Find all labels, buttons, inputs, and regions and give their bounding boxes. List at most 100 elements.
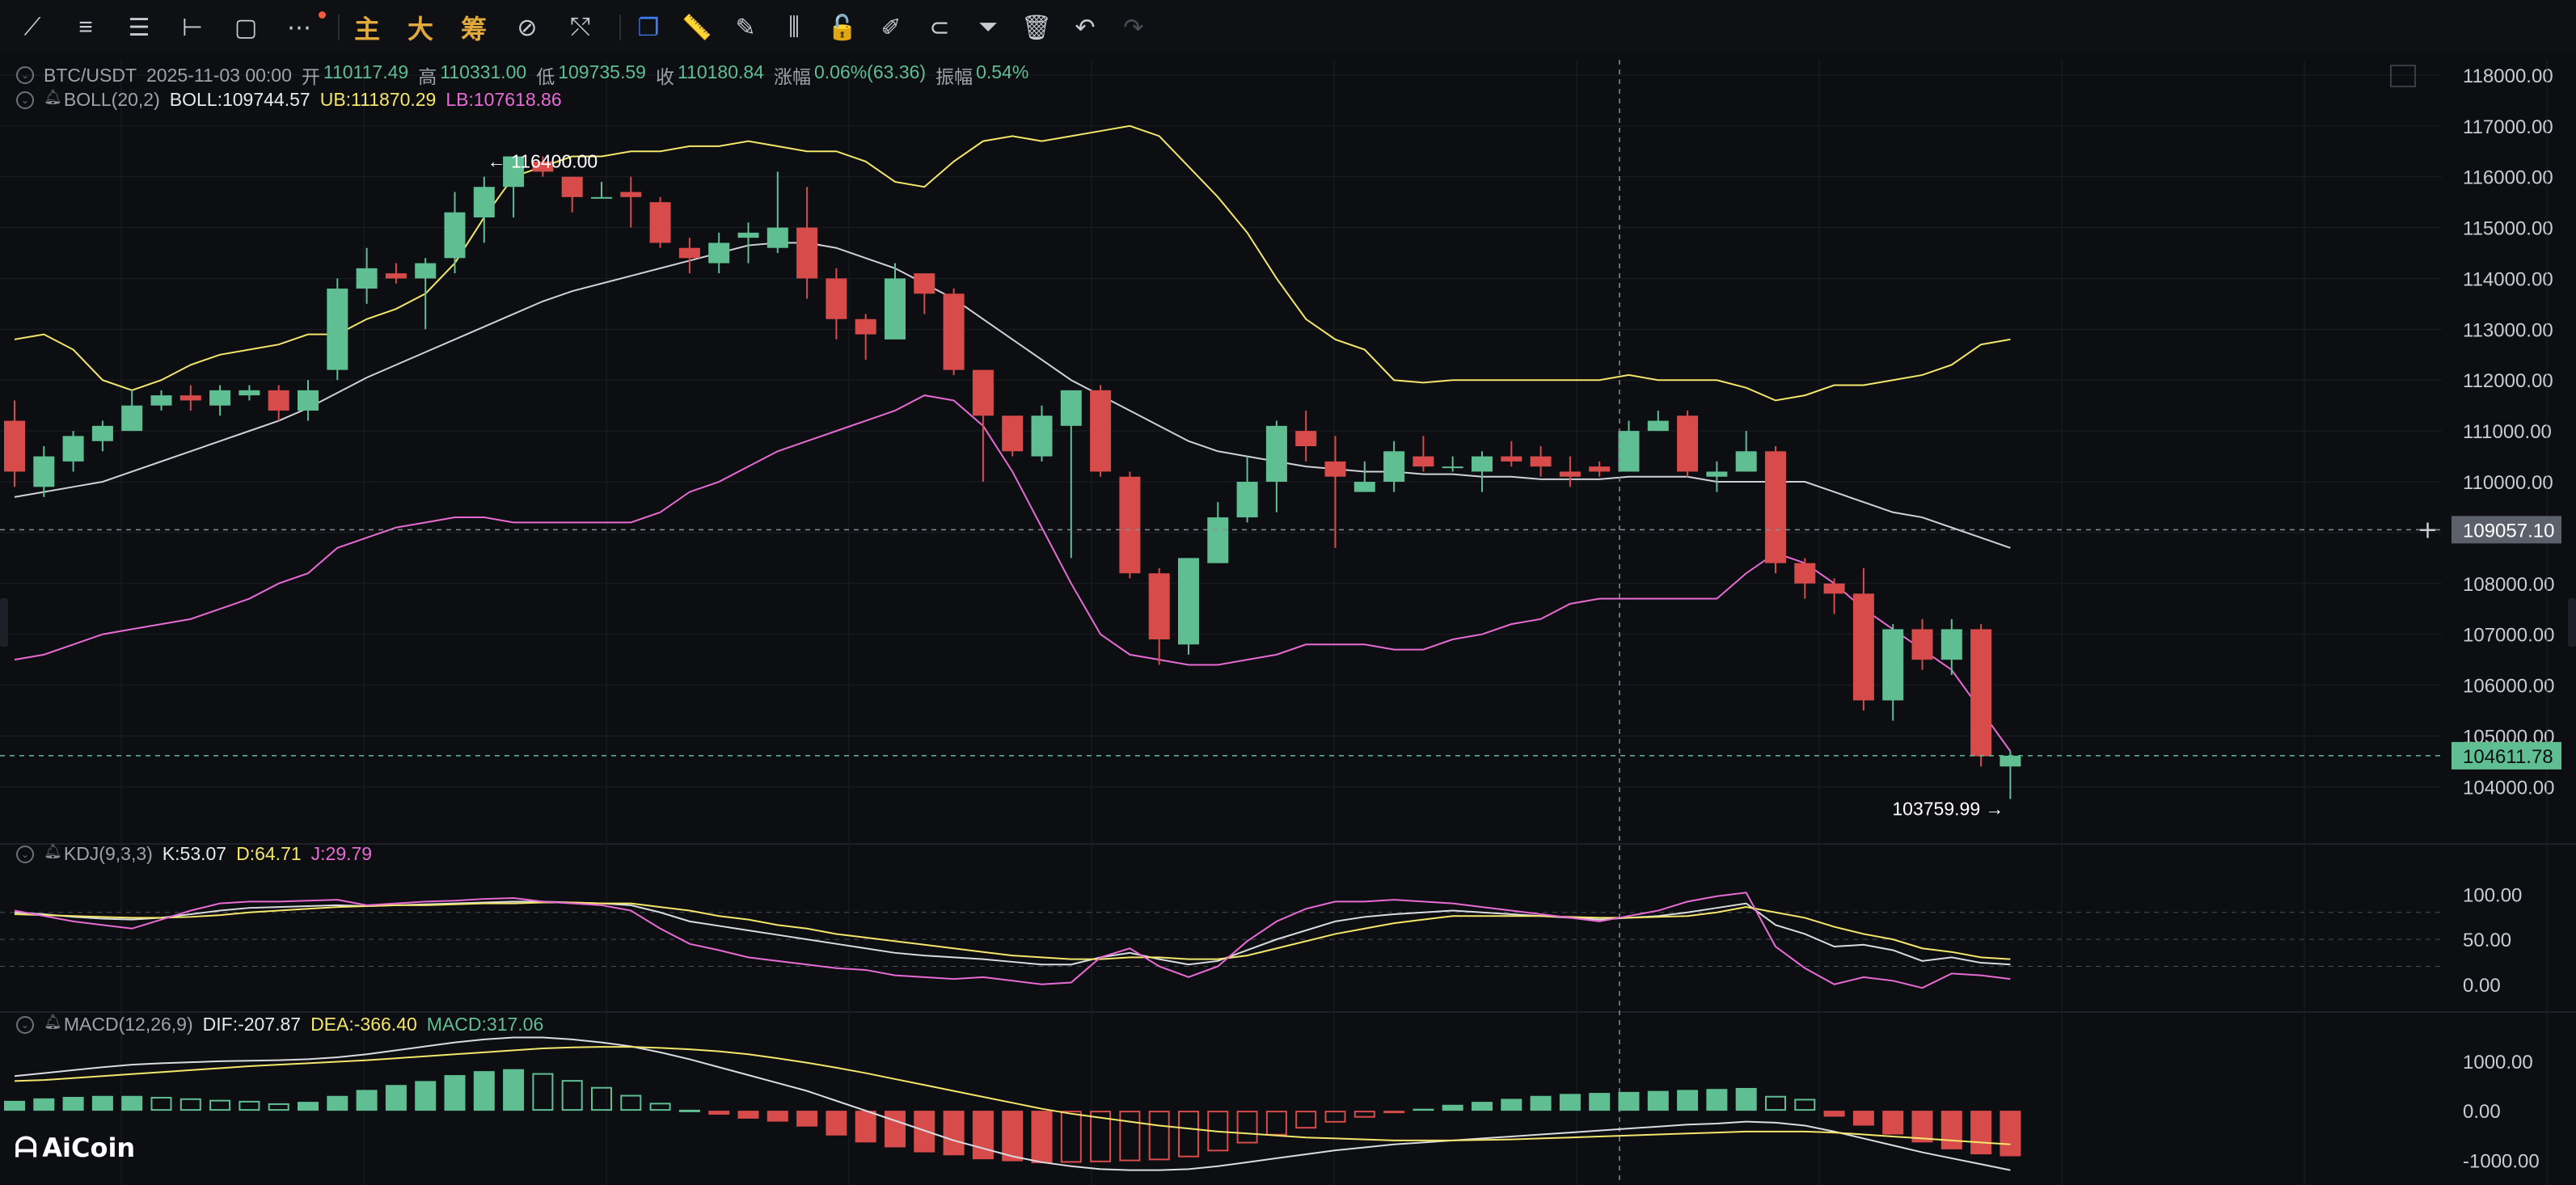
collapse-icon[interactable]: ⌄ (16, 845, 34, 863)
boll-name: BOLL(20,2) (63, 89, 160, 110)
pen-icon[interactable]: ✎ (735, 14, 756, 41)
macd-bar (33, 1098, 55, 1111)
indicator-icon[interactable]: ⊘ (517, 14, 538, 41)
candle-body (1677, 415, 1699, 472)
candle-body (885, 278, 906, 339)
macd-bar (1353, 1111, 1375, 1118)
toolbar-divider (619, 15, 621, 40)
tab-1[interactable]: 大 (407, 15, 433, 44)
redo-icon[interactable]: ↷ (1123, 14, 1144, 41)
filter-icon[interactable]: ⏷ (978, 14, 998, 40)
candle-body (385, 273, 407, 279)
y-tick-label: 112000.00 (2463, 370, 2553, 392)
more-icon[interactable]: ⋯ (287, 14, 311, 41)
fullscreen-button[interactable] (2390, 65, 2416, 87)
macd-bar (503, 1069, 525, 1111)
kdj-name: KDJ(9,3,3) (63, 843, 153, 864)
macd-bar (1530, 1095, 1552, 1111)
magnet-icon[interactable]: ⊂ (929, 14, 950, 41)
collapse-icon[interactable]: ⌄ (16, 66, 34, 84)
macd-bar (708, 1111, 730, 1115)
undo-icon[interactable]: ↶ (1075, 14, 1096, 41)
price-chart[interactable]: 104000.00105000.00106000.00107000.001080… (0, 53, 2576, 1185)
ruler-icon[interactable]: 📏 (682, 14, 712, 41)
y-tick-label: 104000.00 (2463, 777, 2554, 799)
open-value: 110117.49 (323, 61, 409, 82)
change-label: 涨幅 (773, 66, 811, 87)
macd-bar (1413, 1108, 1434, 1111)
macd-bar (1324, 1111, 1346, 1123)
macd-bar (591, 1086, 612, 1111)
candle-body (179, 395, 201, 401)
candle-body (1501, 456, 1522, 462)
candle-body (1589, 466, 1611, 472)
rectangle-icon[interactable]: ▢ (234, 14, 258, 41)
measure-icon[interactable]: ⤲ (571, 14, 590, 40)
macd-bar (2000, 1111, 2021, 1157)
macd-bar (1119, 1111, 1141, 1162)
macd-bar (1236, 1111, 1258, 1144)
candle-body (473, 187, 495, 217)
bell-icon[interactable]: 🔔︎ (44, 843, 62, 859)
macd-legend: ⌄ 🔔︎ MACD(12,26,9) DIF:-207.87 DEA:-366.4… (16, 1014, 543, 1035)
candle-body (591, 196, 612, 199)
bell-icon[interactable]: 🔔︎ (44, 89, 62, 105)
macd-bar (1090, 1111, 1112, 1162)
candle-body (62, 436, 84, 462)
candle-body (1031, 415, 1053, 457)
y-tick-label: 110000.00 (2463, 472, 2553, 494)
candle-body (737, 232, 759, 238)
horizontal-lines-icon[interactable]: ☰ (128, 14, 150, 41)
macd-bar (1647, 1090, 1669, 1111)
boll-mid-line (14, 242, 2011, 549)
macd-bar (356, 1090, 378, 1111)
macd-bar (1852, 1111, 1874, 1126)
drawing-toolbar: ⟋ ≡ ☰ ⊢ ▢ ⋯ 主大筹 ⊘ ⤲ ❐ 📏 ✎ ⫼ 🔓 ✐ ⊂ ⏷ 🗑 ↶ ↷ (0, 0, 2576, 54)
macd-bar (1031, 1111, 1053, 1164)
horizontal-ray-icon[interactable]: ⊢ (181, 14, 204, 41)
candles-icon[interactable]: ⫼ (788, 14, 800, 40)
macd-bar (1178, 1111, 1199, 1158)
collapse-icon[interactable]: ⌄ (16, 91, 34, 109)
tab-2[interactable]: 筹 (460, 15, 487, 44)
lock-icon[interactable]: 🔓 (827, 14, 858, 41)
y-tick-label: 111000.00 (2463, 421, 2552, 443)
y-tick-label: 118000.00 (2463, 65, 2553, 87)
macd-bar (855, 1111, 876, 1143)
left-scroll-tab[interactable] (0, 598, 8, 647)
kdj-k-line (14, 900, 2011, 966)
boll-lower-line (14, 394, 2012, 752)
candle-body (914, 273, 935, 294)
bell-icon[interactable]: 🔔︎ (44, 1014, 62, 1030)
candle-body (91, 425, 113, 441)
legend-symbol: BTC/USDT (44, 64, 137, 86)
trend-line-icon[interactable]: ⟋ (23, 14, 41, 40)
logo-mark-icon: ᗩ (15, 1132, 38, 1164)
macd-tick-label: 1000.00 (2463, 1052, 2533, 1073)
macd-bar (1148, 1111, 1170, 1161)
amplitude-value: 0.54% (976, 61, 1029, 82)
candle-body (327, 289, 348, 370)
toolbar-divider (338, 15, 340, 40)
macd-tick-label: -1000.00 (2463, 1150, 2540, 1172)
candle-body (503, 156, 525, 188)
collapse-icon[interactable]: ⌄ (16, 1015, 34, 1034)
macd-bar (298, 1102, 319, 1111)
parallel-lines-icon[interactable]: ≡ (78, 14, 93, 40)
macd-bar (1882, 1111, 1904, 1135)
legend-datetime: 2025-11-03 00:00 (146, 64, 292, 86)
note-icon[interactable]: ✐ (880, 14, 902, 41)
macd-bar (1765, 1095, 1786, 1111)
candle-body (1413, 456, 1434, 467)
copy-drawing-icon[interactable]: ❐ (637, 14, 660, 41)
right-scroll-tab[interactable] (2568, 598, 2576, 647)
candle-body (1735, 451, 1757, 472)
candle-body (1060, 390, 1082, 426)
tab-0[interactable]: 主 (353, 15, 380, 44)
chart-background (0, 53, 2576, 1185)
trash-icon[interactable]: 🗑 (1020, 14, 1053, 41)
candle-body (1002, 415, 1024, 452)
candle-body (2000, 755, 2021, 767)
candle-body (1530, 456, 1552, 467)
candle-body (1383, 451, 1405, 483)
